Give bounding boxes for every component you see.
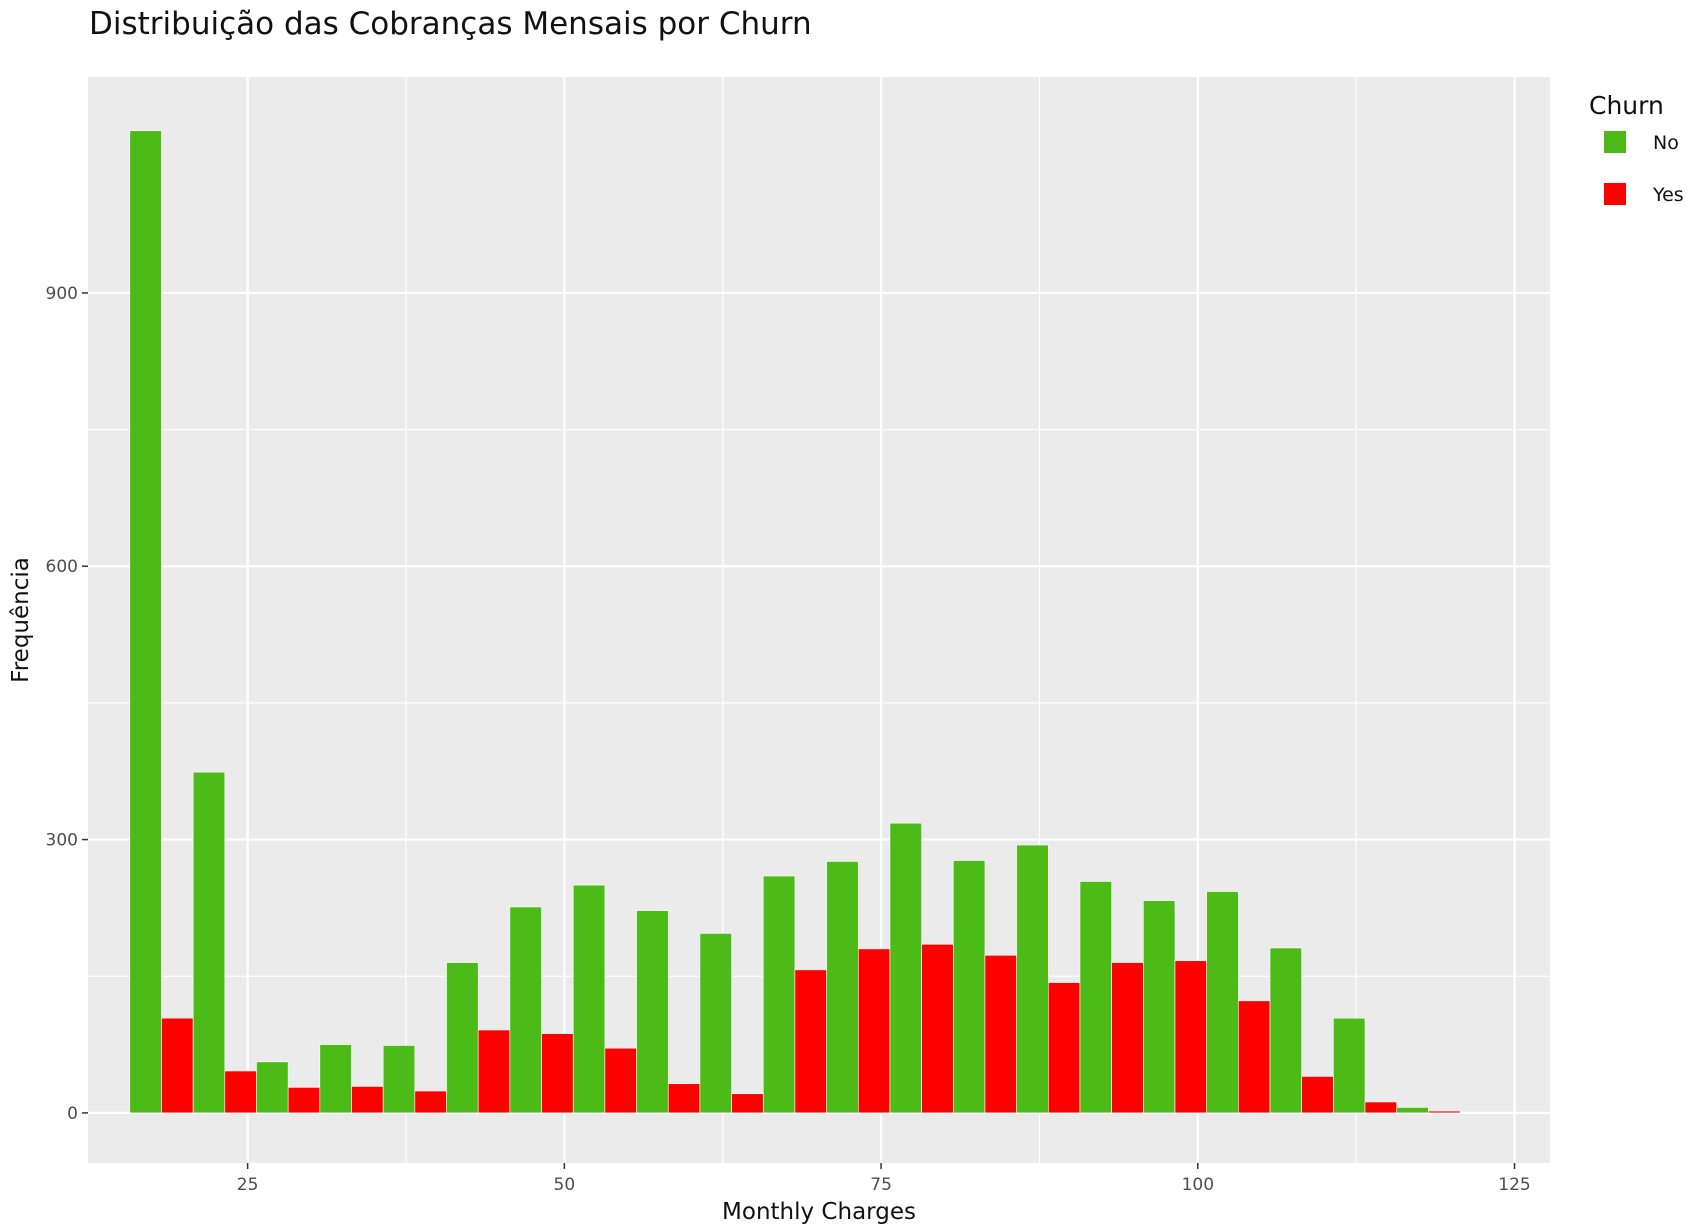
bar-yes <box>351 1086 384 1114</box>
bar-yes <box>731 1093 764 1114</box>
bar-no <box>256 1061 289 1114</box>
axis-tick-labels: 25 50 75 100 125 0 300 600 900 <box>46 284 1531 1195</box>
y-axis-title: Frequência <box>8 557 34 683</box>
y-tick-label: 600 <box>46 557 78 577</box>
bar-no <box>382 1045 416 1114</box>
bar-yes <box>794 969 827 1114</box>
bar-no <box>952 860 986 1114</box>
bar-no <box>1396 1107 1429 1114</box>
bars <box>129 130 1461 1114</box>
bar-no <box>319 1044 352 1114</box>
bar-yes <box>921 944 954 1114</box>
x-tick-label: 100 <box>1182 1175 1214 1195</box>
bar-no <box>572 884 606 1114</box>
bar-yes <box>1301 1076 1334 1114</box>
legend-key-yes <box>1604 183 1626 205</box>
bar-yes <box>161 1017 194 1114</box>
bar-no <box>192 771 226 1114</box>
bar-yes <box>414 1090 447 1114</box>
axis-ticks <box>82 292 1516 1169</box>
legend: Churn No Yes <box>1589 91 1684 206</box>
legend-title: Churn <box>1589 91 1664 120</box>
bar-yes <box>1238 1000 1271 1114</box>
bar-yes <box>477 1029 511 1114</box>
bar-yes <box>1111 962 1144 1114</box>
x-tick-label: 50 <box>554 1175 576 1195</box>
bar-no <box>1079 881 1112 1114</box>
chart-title: Distribuição das Cobranças Mensais por C… <box>89 6 812 42</box>
bar-yes <box>287 1087 321 1114</box>
bar-yes <box>1174 960 1207 1114</box>
bar-yes <box>1364 1101 1398 1114</box>
x-axis-title: Monthly Charges <box>722 1199 916 1225</box>
bar-no <box>1143 900 1176 1114</box>
x-tick-label: 75 <box>870 1175 892 1195</box>
legend-key-no <box>1604 131 1626 153</box>
legend-label-no: No <box>1653 132 1679 154</box>
bar-no <box>1016 844 1049 1114</box>
bar-yes <box>604 1047 637 1114</box>
bar-no <box>699 933 732 1114</box>
bar-no <box>1206 891 1239 1114</box>
bar-yes <box>667 1083 701 1114</box>
bar-no <box>826 861 859 1114</box>
y-tick-label: 0 <box>67 1104 78 1124</box>
bar-no <box>129 130 162 1114</box>
bar-no <box>762 875 796 1114</box>
bar-no <box>1269 947 1302 1114</box>
bar-yes <box>984 954 1017 1114</box>
bar-no <box>1333 1017 1366 1114</box>
bar-no <box>509 906 542 1114</box>
bar-yes <box>1048 982 1081 1114</box>
x-tick-label: 25 <box>237 1175 259 1195</box>
legend-label-yes: Yes <box>1652 184 1684 206</box>
bar-yes <box>1428 1110 1461 1114</box>
bar-yes <box>857 948 891 1114</box>
bar-no <box>889 822 922 1114</box>
bar-yes <box>224 1070 257 1114</box>
x-tick-label: 125 <box>1498 1175 1530 1195</box>
bar-no <box>636 910 669 1114</box>
bar-yes <box>541 1033 574 1114</box>
y-tick-label: 300 <box>46 831 78 851</box>
bar-no <box>446 962 479 1114</box>
y-tick-label: 900 <box>46 284 78 304</box>
